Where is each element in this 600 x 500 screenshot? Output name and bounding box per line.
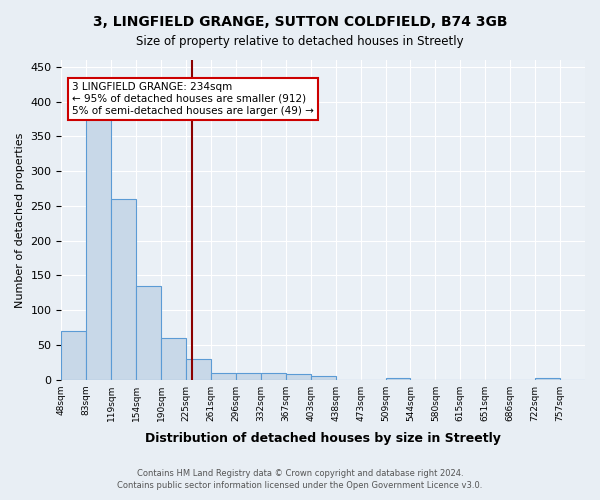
- Text: 3, LINGFIELD GRANGE, SUTTON COLDFIELD, B74 3GB: 3, LINGFIELD GRANGE, SUTTON COLDFIELD, B…: [93, 15, 507, 29]
- Bar: [211, 372, 236, 380]
- Bar: [236, 372, 261, 380]
- Bar: [86, 119, 111, 380]
- Text: Contains HM Land Registry data © Crown copyright and database right 2024.
Contai: Contains HM Land Registry data © Crown c…: [118, 468, 482, 490]
- Bar: [111, 199, 136, 380]
- Text: Size of property relative to detached houses in Streetly: Size of property relative to detached ho…: [136, 35, 464, 48]
- Bar: [286, 374, 311, 380]
- X-axis label: Distribution of detached houses by size in Streetly: Distribution of detached houses by size …: [145, 432, 501, 445]
- Bar: [386, 378, 410, 380]
- Bar: [535, 378, 560, 380]
- Bar: [311, 376, 335, 380]
- Bar: [136, 286, 161, 380]
- Y-axis label: Number of detached properties: Number of detached properties: [15, 132, 25, 308]
- Bar: [161, 338, 186, 380]
- Text: 3 LINGFIELD GRANGE: 234sqm
← 95% of detached houses are smaller (912)
5% of semi: 3 LINGFIELD GRANGE: 234sqm ← 95% of deta…: [72, 82, 314, 116]
- Bar: [261, 372, 286, 380]
- Bar: [186, 359, 211, 380]
- Bar: [61, 331, 86, 380]
